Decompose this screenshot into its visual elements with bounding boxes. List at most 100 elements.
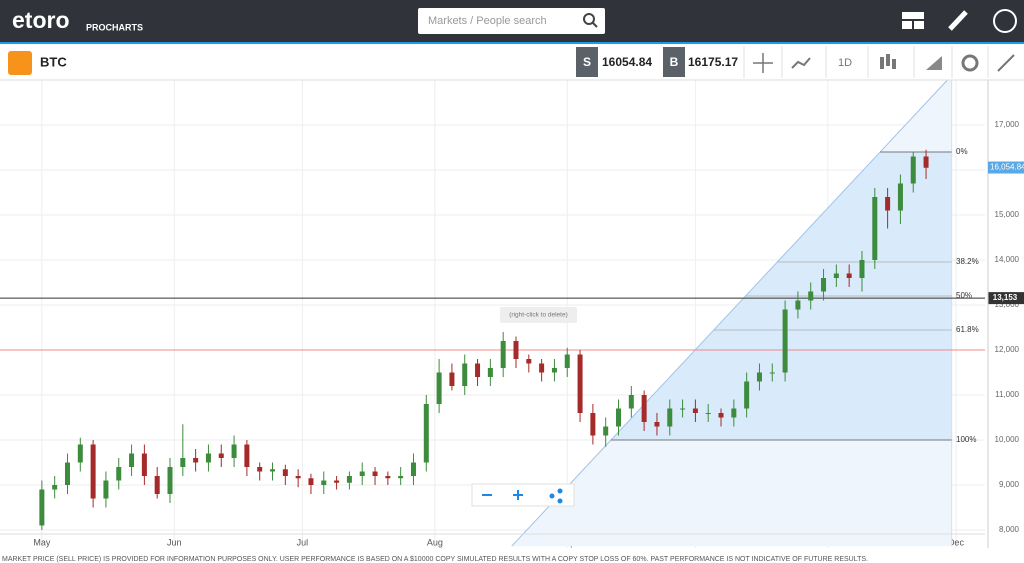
x-tick-label: May (33, 537, 51, 547)
settings-icon[interactable] (961, 54, 979, 72)
candle-body (718, 413, 724, 418)
candle-body (923, 156, 929, 168)
x-tick-label: Jul (297, 537, 309, 547)
candle-body (590, 413, 596, 436)
candle-body (385, 476, 391, 479)
candle-body (616, 408, 622, 427)
footer (0, 549, 1024, 563)
last-price-label: 16,054.84 (990, 163, 1024, 172)
toolbar (0, 44, 1024, 80)
drawing-icon[interactable] (926, 56, 942, 70)
candle-body (205, 453, 211, 463)
candle-body (897, 183, 903, 211)
search-box[interactable] (418, 8, 605, 34)
zoom-in[interactable] (513, 490, 523, 500)
header-accent (0, 42, 1024, 44)
candle-body (359, 471, 365, 476)
candle-body (833, 273, 839, 278)
fullscreen-icon[interactable] (997, 54, 1015, 72)
candle-body (334, 480, 340, 483)
candle-body (654, 422, 660, 427)
candle-body (500, 341, 506, 368)
btc-icon (8, 51, 32, 75)
candle-body (744, 381, 750, 409)
candle-body (577, 354, 583, 413)
candle-body (769, 372, 775, 374)
trend-line (511, 79, 948, 547)
layout-icon[interactable] (902, 12, 924, 29)
candle-body (257, 467, 263, 472)
x-tick-label: Jun (167, 537, 182, 547)
price-tag (988, 292, 1024, 305)
share[interactable] (549, 488, 563, 504)
logo[interactable]: etoro (12, 7, 70, 33)
candle-body (526, 359, 532, 364)
search-icon[interactable] (583, 13, 598, 28)
y-tick-label: 13,000 (995, 300, 1020, 309)
candle-body (475, 363, 481, 377)
chart-type-icon[interactable] (880, 54, 896, 69)
candle-body (513, 341, 519, 359)
last-price-tag (988, 161, 1024, 174)
candle-body (808, 291, 814, 301)
y-tick-label: 12,000 (995, 345, 1020, 354)
candle-body (90, 444, 96, 499)
candle-body (321, 480, 327, 485)
crosshair-icon[interactable] (753, 53, 773, 73)
fib-label: 100% (956, 435, 976, 444)
candle-body (641, 395, 647, 422)
y-tick-label: 15,000 (995, 210, 1020, 219)
candle-body (564, 354, 570, 368)
candle-body (218, 453, 224, 458)
disclaimer: MARKET PRICE (SELL PRICE) IS PROVIDED FO… (2, 556, 868, 563)
y-tick-label: 8,000 (999, 525, 1020, 534)
search-placeholder: Markets / People search (428, 15, 547, 27)
indicators-icon[interactable] (791, 57, 811, 69)
fib-label: 0% (956, 147, 968, 156)
candle-body (462, 363, 468, 386)
x-tick-label: Aug (427, 537, 443, 547)
candle-body (692, 408, 698, 413)
candle-body (372, 471, 378, 476)
candle-body (398, 476, 404, 479)
candle-body (154, 476, 160, 494)
candle-body (872, 197, 878, 260)
candle-body (231, 444, 237, 458)
candle-body (782, 309, 788, 373)
candle-body (731, 408, 737, 418)
fib-label: 61.8% (956, 325, 979, 334)
candle-body (821, 278, 827, 292)
plot: 8,000 9,000 10,000 11,000 12,000 13,000 14,000… (0, 79, 1024, 548)
candle-body (885, 197, 891, 211)
profile-icon[interactable] (993, 9, 1017, 33)
candle-body (308, 478, 314, 485)
candle-body (244, 444, 250, 467)
x-tick-label: Dec (948, 537, 965, 547)
candle-body (39, 489, 45, 526)
annotation-box (500, 307, 577, 323)
buy-box[interactable] (663, 47, 685, 77)
fib-label: 50% (956, 291, 972, 300)
buy-price: 16175.17 (688, 55, 738, 69)
candle-body (449, 372, 455, 386)
candle-body (129, 453, 135, 467)
symbol: BTC (40, 54, 67, 69)
product-name: PROCHARTS (86, 22, 143, 32)
candle-body (423, 404, 429, 463)
candle-body (846, 273, 852, 278)
y-tick-label: 17,000 (995, 120, 1020, 129)
candle-body (167, 467, 173, 494)
candle-body (116, 467, 122, 481)
candle-body (603, 426, 609, 436)
edit-icon[interactable] (948, 10, 968, 31)
sell-box[interactable] (576, 47, 598, 77)
sell-label: S (583, 55, 591, 69)
interval[interactable]: 1D (838, 57, 852, 69)
price-tag-label: 13,153 (993, 293, 1018, 302)
candle-body (795, 300, 801, 310)
y-tick-label: 10,000 (995, 435, 1020, 444)
candle-body (539, 363, 545, 373)
candle-body (859, 260, 865, 278)
candle-body (295, 476, 301, 479)
